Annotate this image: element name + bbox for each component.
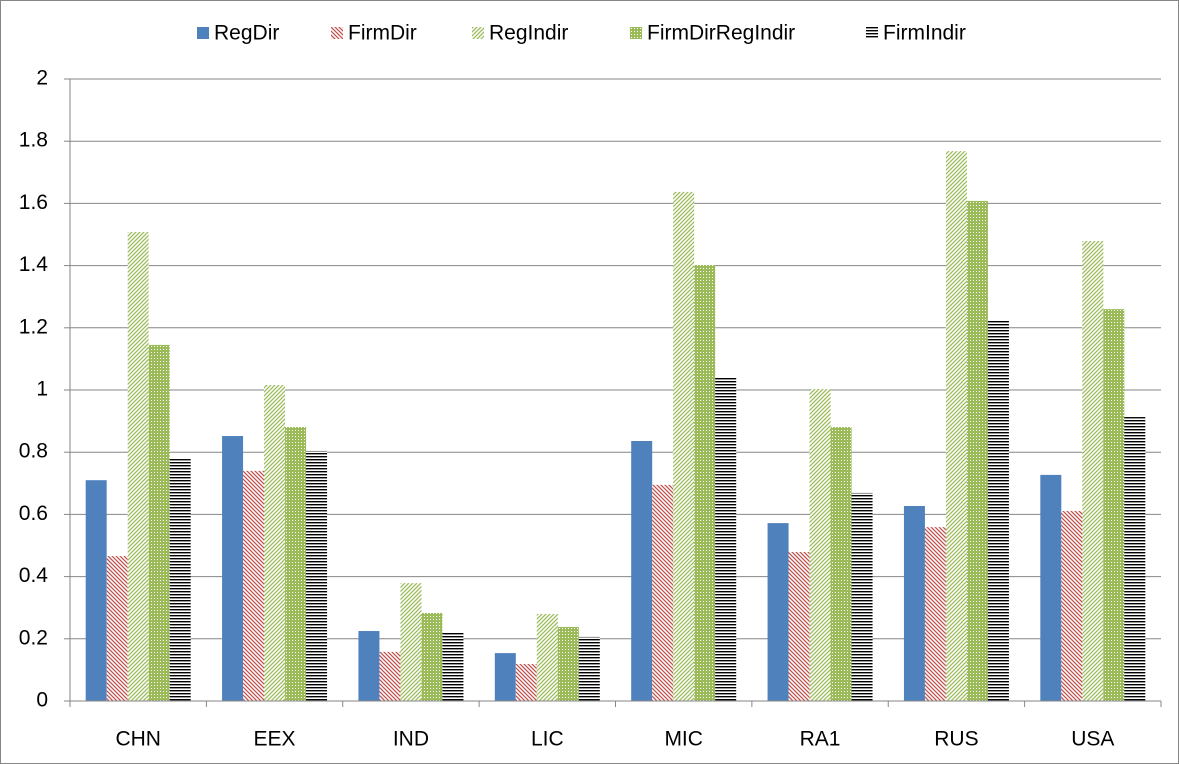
y-tick-label: 0.6 (19, 502, 48, 525)
bar (966, 200, 988, 702)
bar (631, 441, 653, 701)
bar (264, 385, 286, 701)
bar (1082, 241, 1104, 701)
y-tick-label: 0.2 (19, 626, 48, 649)
bar (400, 583, 422, 701)
y-tick-label: 1.8 (19, 129, 48, 152)
bar (767, 523, 789, 701)
bar (788, 552, 810, 701)
y-tick-label: 1.2 (19, 315, 48, 338)
bar (851, 492, 873, 701)
bar (515, 663, 537, 701)
bar (169, 459, 191, 701)
legend-label: RegIndir (489, 22, 568, 45)
bar (557, 626, 579, 701)
x-tick-label: IND (393, 728, 429, 751)
legend-label: FirmDir (348, 22, 417, 45)
bar (421, 612, 443, 701)
x-tick-label: RA1 (800, 728, 841, 751)
bar (578, 636, 600, 701)
y-tick-label: 1.4 (19, 253, 49, 276)
bar (358, 631, 380, 701)
bar (494, 653, 516, 701)
bar (222, 436, 244, 701)
bar (809, 389, 831, 701)
legend-marker (197, 27, 209, 39)
bar (987, 320, 1009, 701)
bar (830, 427, 852, 701)
legend-marker (331, 27, 343, 39)
bar (715, 377, 737, 701)
legend-marker (630, 27, 642, 39)
legend-marker (472, 27, 484, 39)
x-tick-label: CHN (115, 728, 161, 751)
bar (924, 527, 946, 701)
y-tick-label: 0.8 (19, 440, 48, 463)
y-tick-label: 0.4 (19, 564, 49, 587)
bar (1124, 417, 1146, 701)
bar (1040, 474, 1062, 701)
bar (1103, 309, 1125, 701)
bar (903, 506, 925, 701)
y-tick-label: 0 (36, 689, 48, 712)
bar (106, 556, 128, 701)
bar (306, 450, 328, 701)
y-tick-label: 1 (36, 378, 48, 401)
x-tick-label: LIC (531, 728, 564, 751)
bar (148, 344, 170, 701)
bar (379, 651, 401, 701)
bar (127, 232, 149, 701)
legend-marker (866, 27, 878, 39)
x-tick-label: EEX (254, 728, 296, 751)
legend-label: FirmDirRegIndir (647, 22, 795, 45)
bar (243, 470, 265, 701)
bar (694, 264, 716, 701)
bar (536, 613, 558, 701)
x-tick-label: RUS (934, 728, 978, 751)
legend-label: FirmIndir (883, 22, 966, 45)
bar (673, 191, 695, 701)
bar (945, 151, 967, 702)
bar (285, 427, 307, 701)
y-tick-label: 1.6 (19, 191, 48, 214)
bar (85, 480, 107, 701)
legend-label: RegDir (214, 22, 279, 45)
x-tick-label: USA (1071, 728, 1114, 751)
bar (1061, 510, 1083, 701)
bar (442, 632, 464, 701)
bar (652, 484, 674, 701)
y-tick-label: 2 (36, 67, 48, 90)
x-tick-label: MIC (664, 728, 703, 751)
